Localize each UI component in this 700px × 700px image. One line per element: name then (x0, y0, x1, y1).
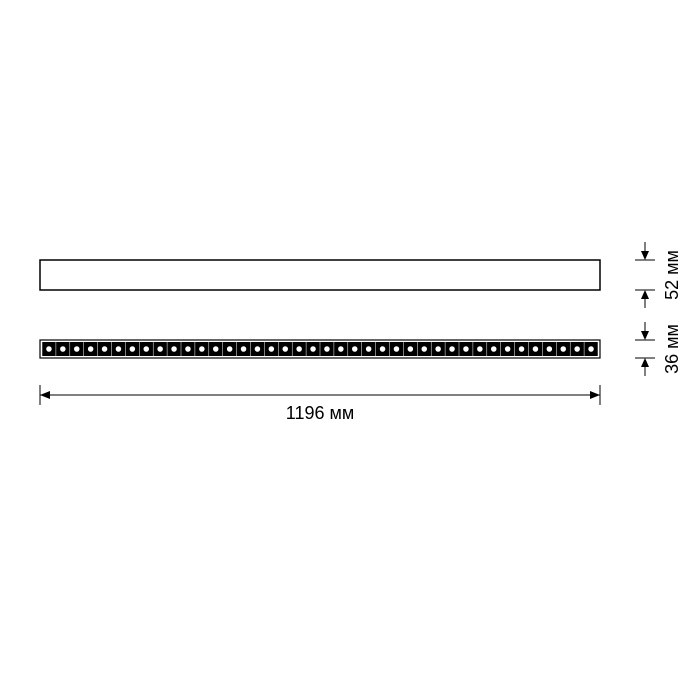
led-lens (477, 346, 483, 352)
led-lens (588, 346, 594, 352)
led-lens (379, 346, 385, 352)
led-lens (546, 346, 552, 352)
led-lens (60, 346, 66, 352)
led-lens (296, 346, 302, 352)
led-lens (129, 346, 135, 352)
led-lens (324, 346, 330, 352)
led-lens (532, 346, 538, 352)
led-lens (157, 346, 163, 352)
led-lens (449, 346, 455, 352)
dimension-side-height-label: 52 мм (662, 250, 682, 300)
led-lens (560, 346, 566, 352)
led-lens (574, 346, 580, 352)
dimension-drawing: 1196 мм 52 мм 36 мм (0, 0, 700, 700)
led-lens (435, 346, 441, 352)
profile-side-view (40, 260, 600, 290)
led-lens (491, 346, 497, 352)
led-lens (504, 346, 510, 352)
led-lens (268, 346, 274, 352)
led-lens (171, 346, 177, 352)
led-lens (226, 346, 232, 352)
led-lens (185, 346, 191, 352)
led-lens (338, 346, 344, 352)
led-lens (254, 346, 260, 352)
led-lens (101, 346, 107, 352)
led-lens (199, 346, 205, 352)
led-lens (310, 346, 316, 352)
led-lens (352, 346, 358, 352)
led-lens (143, 346, 149, 352)
led-lens (518, 346, 524, 352)
dimension-bottom-height-label: 36 мм (662, 324, 682, 374)
led-lens (365, 346, 371, 352)
led-lens (463, 346, 469, 352)
led-lens (421, 346, 427, 352)
led-lens (240, 346, 246, 352)
led-lens (407, 346, 413, 352)
led-lens (282, 346, 288, 352)
led-lens (213, 346, 219, 352)
led-lens (393, 346, 399, 352)
led-lens (46, 346, 52, 352)
dimension-length-label: 1196 мм (286, 403, 354, 423)
led-lens (115, 346, 121, 352)
led-lens (87, 346, 93, 352)
led-lens (74, 346, 80, 352)
